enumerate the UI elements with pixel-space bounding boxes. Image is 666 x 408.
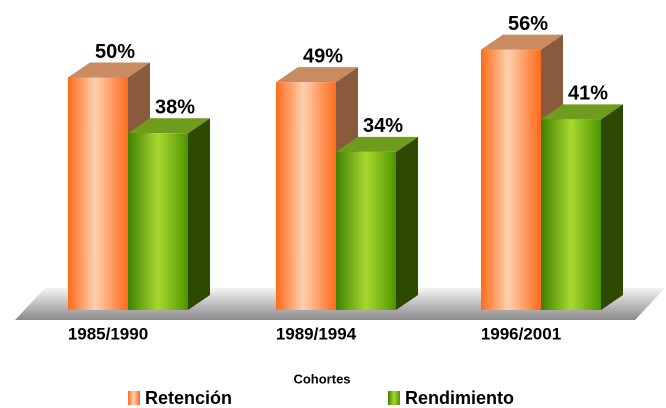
bar-top	[541, 104, 623, 120]
bar-top	[336, 136, 418, 152]
value-label: 34%	[363, 115, 403, 137]
bar	[276, 82, 336, 311]
legend-label: Retención	[145, 388, 232, 408]
value-label: 41%	[568, 83, 608, 105]
value-label: 50%	[95, 41, 135, 63]
bar	[541, 119, 601, 310]
x-tick-label: 1989/1994	[276, 324, 357, 343]
bar	[128, 133, 188, 310]
bar-side	[188, 118, 210, 310]
value-label: 38%	[155, 97, 195, 119]
bar	[481, 49, 541, 310]
bar	[336, 151, 396, 310]
value-label: 56%	[508, 13, 548, 35]
bar-top	[68, 62, 150, 78]
value-label: 49%	[303, 45, 343, 67]
bar-side	[601, 104, 623, 310]
x-tick-label: 1996/2001	[481, 324, 561, 343]
bar-top	[276, 67, 358, 83]
bar-top	[481, 34, 563, 50]
bar	[68, 77, 128, 310]
legend-label: Rendimiento	[405, 388, 514, 408]
x-axis-label: Cohortes	[293, 371, 350, 386]
legend-swatch	[388, 391, 400, 405]
x-tick-label: 1985/1990	[68, 324, 148, 343]
legend-swatch	[128, 391, 140, 405]
bar-side	[396, 136, 418, 310]
bar-top	[128, 118, 210, 134]
